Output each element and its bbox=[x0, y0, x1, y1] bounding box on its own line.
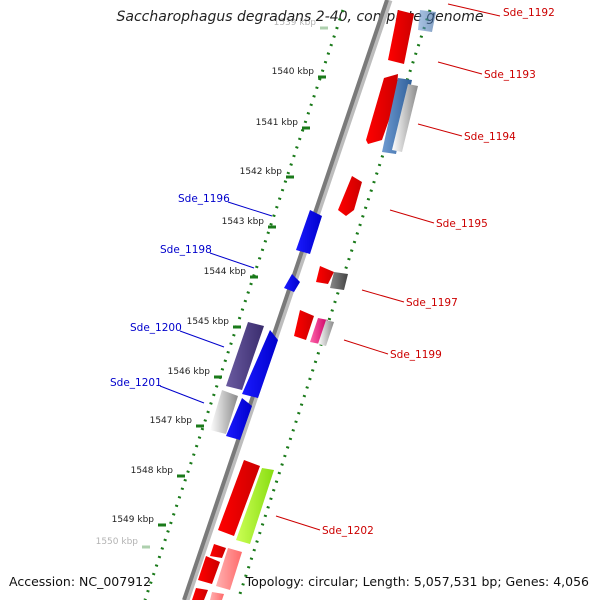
callout-line bbox=[343, 339, 389, 355]
tick-1549-kbp: 1549 kbp bbox=[112, 515, 166, 527]
gene-sde-1193-b[interactable] bbox=[382, 78, 412, 154]
callout-line bbox=[275, 515, 321, 531]
gene-label[interactable]: Sde_1196 bbox=[178, 193, 230, 205]
tick-label: 1549 kbp bbox=[112, 515, 155, 525]
gene-sde-1201[interactable] bbox=[210, 390, 238, 434]
gene-forward-small-1[interactable] bbox=[210, 544, 226, 558]
gene-label[interactable]: Sde_1200 bbox=[130, 322, 182, 334]
gene-label[interactable]: Sde_1201 bbox=[110, 377, 162, 389]
gene-label[interactable]: Sde_1192 bbox=[503, 7, 555, 19]
callout-line bbox=[159, 385, 205, 404]
gene-label[interactable]: Sde_1202 bbox=[322, 525, 374, 537]
tick-1545-kbp: 1545 kbp bbox=[187, 317, 241, 329]
tick-label: 1541 kbp bbox=[256, 118, 299, 128]
reverse-strand-features bbox=[210, 210, 322, 440]
tick-1540-kbp: 1540 kbp bbox=[272, 67, 326, 79]
tick-label: 1544 kbp bbox=[204, 267, 247, 277]
gene-sde-1200-b[interactable] bbox=[242, 330, 278, 398]
tick-1550-kbp: 1550 kbp bbox=[96, 537, 150, 549]
tick-1548-kbp: 1548 kbp bbox=[131, 466, 185, 478]
tick-1543-kbp: 1543 kbp bbox=[222, 217, 276, 229]
gene-sde-1201-b[interactable] bbox=[226, 398, 252, 440]
gene-sde-1199-b[interactable] bbox=[310, 318, 328, 344]
tick-label: 1539 kbp bbox=[274, 18, 317, 28]
forward-strand-features bbox=[192, 10, 436, 600]
gene-label[interactable]: Sde_1195 bbox=[436, 218, 488, 230]
gene-forward-small-2[interactable] bbox=[198, 556, 220, 584]
callout-sde-1199[interactable]: Sde_1199 bbox=[343, 339, 442, 361]
gene-sde-1202-b[interactable] bbox=[236, 468, 274, 544]
gene-label[interactable]: Sde_1198 bbox=[160, 244, 212, 256]
callout-sde-1196[interactable]: Sde_1196 bbox=[178, 193, 273, 217]
tick-1544-kbp: 1544 kbp bbox=[204, 267, 258, 279]
tick-label: 1550 kbp bbox=[96, 537, 139, 547]
accession-text: Accession: NC_007912 bbox=[9, 574, 152, 589]
callout-sde-1200[interactable]: Sde_1200 bbox=[130, 322, 225, 348]
map-title: Saccharophagus degradans 2-40, complete … bbox=[116, 9, 484, 25]
callout-sde-1194[interactable]: Sde_1194 bbox=[417, 123, 516, 143]
tick-label: 1542 kbp bbox=[240, 167, 283, 177]
gene-label[interactable]: Sde_1194 bbox=[464, 131, 516, 143]
gene-sde-1193[interactable] bbox=[366, 74, 398, 144]
callout-sde-1201[interactable]: Sde_1201 bbox=[110, 377, 205, 404]
tick-1546-kbp: 1546 kbp bbox=[168, 367, 222, 379]
tick-label: 1545 kbp bbox=[187, 317, 230, 327]
callout-line bbox=[179, 330, 225, 348]
gene-sde-1199[interactable] bbox=[294, 310, 314, 340]
tick-label: 1547 kbp bbox=[150, 416, 193, 426]
callout-sde-1193[interactable]: Sde_1193 bbox=[437, 61, 536, 81]
gene-callouts: Sde_1192 Sde_1193 Sde_1194 Sde_1195 Sde_1196… bbox=[110, 3, 555, 537]
tick-1541-kbp: 1541 kbp bbox=[256, 118, 310, 130]
tick-label: 1543 kbp bbox=[222, 217, 265, 227]
tick-1542-kbp: 1542 kbp bbox=[240, 167, 294, 179]
gene-sde-1197[interactable] bbox=[316, 266, 334, 284]
gene-sde-1196[interactable] bbox=[296, 210, 322, 254]
gene-sde-1192-b[interactable] bbox=[418, 10, 436, 32]
gene-sde-1198[interactable] bbox=[284, 274, 300, 292]
gene-sde-1199-c[interactable] bbox=[318, 320, 334, 346]
callout-line bbox=[389, 209, 435, 224]
gene-sde-1194[interactable] bbox=[392, 84, 418, 152]
tick-label: 1540 kbp bbox=[272, 67, 315, 77]
kbp-ticks: 1539 kbp 1540 kbp 1541 kbp 1542 kbp 1543 kbp… bbox=[96, 18, 328, 549]
gene-forward-small-5[interactable] bbox=[210, 592, 224, 600]
gene-sde-1195[interactable] bbox=[338, 176, 362, 216]
callout-sde-1197[interactable]: Sde_1197 bbox=[361, 289, 458, 309]
callout-line bbox=[447, 3, 501, 17]
tick-1547-kbp: 1547 kbp bbox=[150, 416, 204, 428]
genome-summary-text: Topology: circular; Length: 5,057,531 bp… bbox=[245, 574, 589, 589]
backbone bbox=[182, 0, 389, 600]
callout-line bbox=[417, 123, 463, 137]
gene-forward-small-3[interactable] bbox=[216, 548, 242, 590]
callout-line bbox=[209, 252, 255, 269]
gene-sde-1202[interactable] bbox=[218, 460, 260, 536]
callout-sde-1195[interactable]: Sde_1195 bbox=[389, 209, 488, 230]
gene-sde-1192[interactable] bbox=[388, 10, 414, 64]
callout-sde-1192[interactable]: Sde_1192 bbox=[447, 3, 555, 19]
callout-line bbox=[437, 61, 483, 75]
gene-forward-small-4[interactable] bbox=[192, 588, 208, 600]
outer-tick-ring bbox=[143, 9, 345, 600]
callout-line bbox=[227, 201, 273, 217]
tick-label: 1546 kbp bbox=[168, 367, 211, 377]
gene-label[interactable]: Sde_1199 bbox=[390, 349, 442, 361]
tick-1539-kbp: 1539 kbp bbox=[274, 18, 328, 30]
callout-sde-1198[interactable]: Sde_1198 bbox=[160, 244, 255, 269]
callout-sde-1202[interactable]: Sde_1202 bbox=[275, 515, 374, 537]
map-rings bbox=[143, 0, 432, 600]
gene-sde-1197-b[interactable] bbox=[330, 272, 348, 290]
gene-label[interactable]: Sde_1193 bbox=[484, 69, 536, 81]
callout-line bbox=[361, 289, 405, 303]
gene-label[interactable]: Sde_1197 bbox=[406, 297, 458, 309]
tick-label: 1548 kbp bbox=[131, 466, 174, 476]
gene-sde-1200[interactable] bbox=[226, 322, 264, 390]
